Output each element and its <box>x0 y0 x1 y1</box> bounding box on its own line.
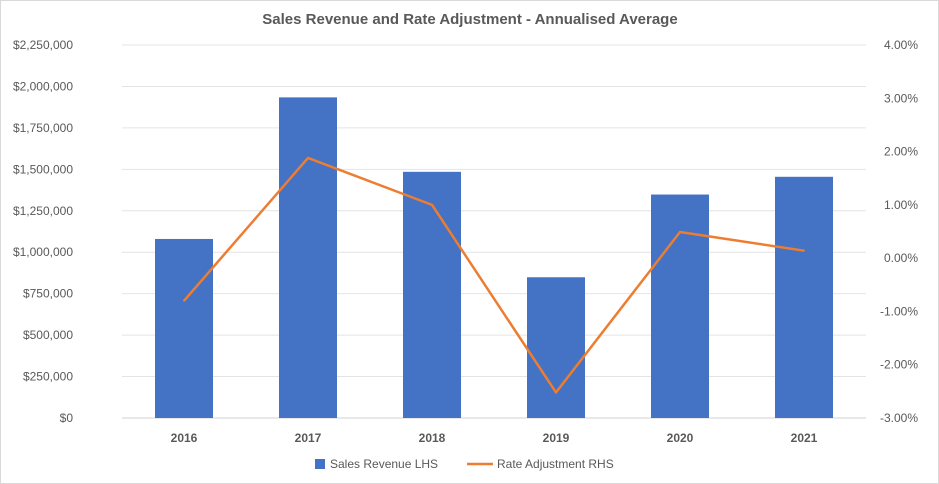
bar-2019 <box>527 277 585 418</box>
right-tick-label: -1.00% <box>880 304 918 318</box>
chart-title: Sales Revenue and Rate Adjustment - Annu… <box>262 11 677 28</box>
right-tick-label: -3.00% <box>880 411 918 425</box>
x-tick-label: 2017 <box>295 431 322 445</box>
x-tick-label: 2020 <box>667 431 694 445</box>
legend-swatch-sales-revenue <box>315 459 325 469</box>
bar-2016 <box>155 238 213 418</box>
legend: Sales Revenue LHS Rate Adjustment RHS <box>315 457 614 471</box>
left-tick-label: $250,000 <box>23 370 73 384</box>
bar-2021 <box>775 176 833 418</box>
right-tick-label: 3.00% <box>884 91 918 105</box>
right-tick-label: 2.00% <box>884 145 918 159</box>
left-tick-label: $1,500,000 <box>13 162 73 176</box>
bar-2017 <box>279 97 337 419</box>
line-point-2016 <box>183 299 185 302</box>
x-tick-label: 2016 <box>171 431 198 445</box>
left-tick-label: $500,000 <box>23 328 73 342</box>
legend-label-rate-adjustment: Rate Adjustment RHS <box>497 457 614 471</box>
line-point-2017 <box>307 156 309 159</box>
right-tick-label: 4.00% <box>884 38 918 52</box>
right-tick-label: 1.00% <box>884 198 918 212</box>
left-tick-label: $1,000,000 <box>13 245 73 259</box>
right-tick-label: 0.00% <box>884 251 918 265</box>
right-tick-label: -2.00% <box>880 358 918 372</box>
left-tick-label: $2,250,000 <box>13 38 73 52</box>
left-tick-label: $1,750,000 <box>13 121 73 135</box>
x-tick-label: 2019 <box>543 431 570 445</box>
rate-adjustment-line <box>183 156 805 394</box>
line-point-2018 <box>431 203 433 206</box>
left-tick-label: $0 <box>60 411 74 425</box>
line-point-2020 <box>679 231 681 234</box>
bar-2020 <box>651 194 709 418</box>
x-tick-label: 2021 <box>791 431 818 445</box>
left-tick-label: $750,000 <box>23 287 73 301</box>
legend-label-sales-revenue: Sales Revenue LHS <box>330 457 438 471</box>
bar-2018 <box>403 171 461 418</box>
left-tick-label: $2,000,000 <box>13 79 73 93</box>
left-tick-label: $1,250,000 <box>13 204 73 218</box>
x-tick-label: 2018 <box>419 431 446 445</box>
line-point-2019 <box>555 391 557 394</box>
line-point-2021 <box>803 249 805 252</box>
